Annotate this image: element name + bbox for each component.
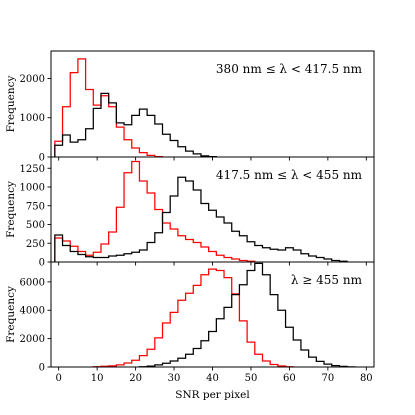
panel-1-black-histogram bbox=[54, 92, 217, 158]
panel-3-black-histogram bbox=[138, 262, 356, 368]
y-axis-label: Frequency bbox=[5, 286, 17, 343]
x-tick-label: 80 bbox=[360, 373, 373, 384]
y-tick-label: 0 bbox=[39, 258, 45, 269]
x-tick-label: 20 bbox=[129, 373, 142, 384]
panel-3-wavelength-annotation: λ ≥ 455 nm bbox=[291, 273, 363, 287]
x-tick-label: 50 bbox=[245, 373, 258, 384]
y-tick-label: 1000 bbox=[20, 113, 45, 124]
y-tick-label: 500 bbox=[26, 220, 45, 231]
x-tick-label: 10 bbox=[91, 373, 104, 384]
y-tick-label: 0 bbox=[39, 153, 45, 164]
panel-3-red-histogram bbox=[92, 268, 294, 368]
y-tick-label: 750 bbox=[26, 201, 45, 212]
y-tick-label: 1250 bbox=[20, 164, 45, 175]
panel-2-black-histogram bbox=[54, 176, 348, 262]
panel-2-wavelength-annotation: 417.5 nm ≤ λ < 455 nm bbox=[216, 168, 363, 182]
y-axis-label: Frequency bbox=[5, 181, 17, 238]
y-tick-label: 2000 bbox=[20, 74, 45, 85]
x-tick-label: 60 bbox=[283, 373, 296, 384]
x-tick-label: 30 bbox=[168, 373, 181, 384]
x-axis-label: SNR per pixel bbox=[175, 389, 250, 401]
panel-3: 0 2000 4000 6000 0 10 20 30 40 50 60 70 80 Frequency λ… bbox=[5, 261, 375, 384]
y-tick-label: 2000 bbox=[20, 334, 45, 345]
x-tick-label: 40 bbox=[206, 373, 219, 384]
y-tick-label: 6000 bbox=[20, 277, 45, 288]
x-tick-label: 0 bbox=[56, 373, 62, 384]
y-tick-label: 250 bbox=[26, 239, 45, 250]
y-tick-label: 4000 bbox=[20, 306, 45, 317]
x-tick-label: 70 bbox=[321, 373, 334, 384]
panel-1-wavelength-annotation: 380 nm ≤ λ < 417.5 nm bbox=[216, 62, 363, 76]
y-tick-label: 0 bbox=[39, 363, 45, 374]
y-axis-label: Frequency bbox=[5, 76, 17, 133]
y-tick-label: 1000 bbox=[20, 183, 45, 194]
